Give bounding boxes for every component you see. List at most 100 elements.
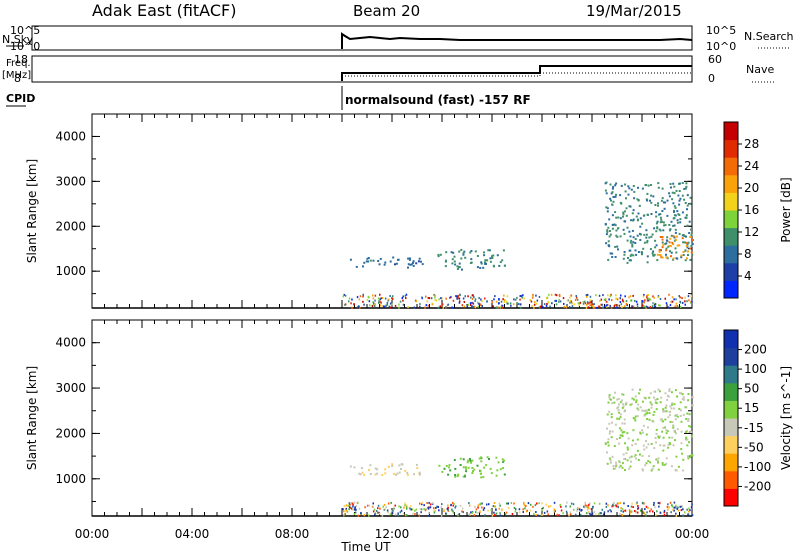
data-cell [438, 509, 440, 512]
data-cell [680, 430, 683, 433]
data-cell [658, 505, 660, 508]
data-cell [630, 253, 633, 256]
data-cell [410, 263, 413, 266]
data-cell [466, 461, 469, 464]
data-cell [621, 306, 623, 309]
data-cell [518, 508, 521, 511]
data-cell [605, 206, 608, 209]
data-cell [621, 435, 624, 437]
data-cell [643, 414, 646, 417]
data-cell [358, 298, 361, 301]
data-cell [352, 508, 354, 511]
data-cell [624, 403, 627, 406]
data-cell [608, 230, 611, 232]
data-cell [375, 510, 378, 512]
data-cell [665, 302, 668, 305]
data-cell [641, 429, 644, 432]
data-cell [605, 242, 608, 245]
data-cell [670, 186, 672, 189]
data-cell [681, 398, 684, 401]
data-cell [615, 303, 617, 306]
data-cell [659, 221, 662, 224]
data-cell [374, 303, 376, 306]
data-cell [616, 306, 618, 309]
data-cell [628, 467, 631, 470]
data-cell [663, 224, 666, 227]
data-cell [611, 455, 614, 458]
data-cell [344, 510, 347, 513]
data-cell [408, 257, 411, 260]
data-cell [692, 239, 694, 241]
data-cell [633, 510, 636, 512]
data-cell [374, 513, 376, 516]
data-cell [662, 408, 665, 411]
data-cell [466, 305, 468, 308]
data-cell [428, 297, 431, 300]
data-cell [687, 418, 690, 420]
data-cell [357, 501, 359, 504]
data-cell [428, 506, 430, 509]
data-cell [654, 436, 657, 439]
data-cell [682, 508, 684, 511]
data-cell [491, 301, 493, 304]
data-cell [395, 262, 398, 265]
data-cell [634, 395, 637, 398]
data-cell [621, 298, 624, 301]
data-cell [637, 218, 639, 221]
data-cell [690, 233, 693, 236]
data-cell [648, 408, 650, 411]
data-cell [611, 252, 614, 255]
data-cell [569, 296, 571, 299]
data-cell [642, 444, 645, 447]
data-cell [646, 241, 649, 244]
data-cell [612, 200, 615, 203]
data-cell [589, 304, 591, 307]
data-cell [493, 502, 496, 504]
data-cell [362, 295, 364, 298]
data-cell [390, 501, 392, 504]
data-cell [650, 213, 653, 215]
data-cell [626, 459, 629, 462]
data-cell [617, 248, 619, 251]
data-cell [457, 473, 460, 476]
data-cell [674, 414, 677, 417]
data-cell [657, 182, 660, 185]
data-cell [609, 252, 612, 255]
data-cell [625, 303, 628, 305]
data-cell [662, 243, 665, 246]
data-cell [685, 214, 688, 217]
data-cell [453, 260, 456, 263]
data-cell [546, 296, 549, 299]
data-cell [430, 297, 433, 300]
data-cell [691, 243, 694, 246]
data-cell [497, 306, 499, 309]
freq-frame [31, 55, 693, 83]
data-cell [362, 293, 364, 296]
data-cell [635, 457, 638, 460]
data-cell [676, 415, 679, 418]
data-cell [651, 252, 654, 255]
data-cell [458, 300, 461, 303]
data-cell [656, 398, 659, 401]
data-cell [638, 204, 641, 207]
data-cell [404, 502, 406, 505]
data-cell [615, 465, 618, 468]
data-cell [672, 224, 675, 227]
data-cell [645, 462, 648, 465]
data-cell [646, 239, 649, 242]
data-cell [630, 259, 632, 262]
data-cell [553, 508, 556, 511]
data-cell [648, 412, 651, 415]
data-cell [609, 509, 611, 511]
data-cell [674, 206, 677, 209]
data-cell [668, 224, 671, 226]
data-cell [568, 514, 570, 517]
data-cell [452, 511, 455, 514]
data-cell [677, 465, 680, 468]
data-cell [604, 305, 606, 308]
colorbar-segment [724, 139, 738, 158]
data-cell [607, 441, 609, 444]
data-cell [398, 471, 401, 474]
data-cell [343, 293, 345, 296]
data-cell [473, 514, 476, 517]
